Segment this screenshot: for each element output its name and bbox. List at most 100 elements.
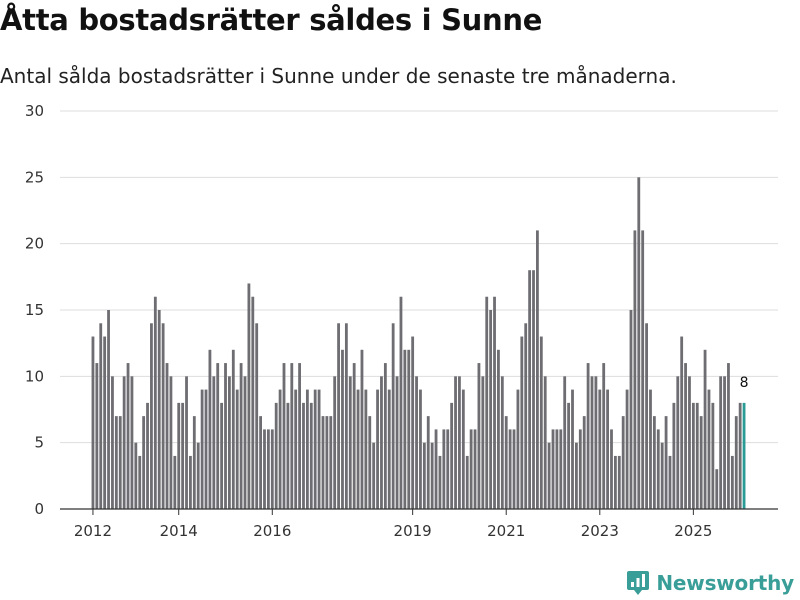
- bar: [395, 376, 399, 509]
- bar: [645, 323, 648, 509]
- x-tick-label: 2023: [581, 522, 619, 540]
- bar: [613, 455, 617, 509]
- bar: [617, 455, 621, 509]
- bar: [341, 349, 344, 509]
- bar: [676, 376, 680, 509]
- bar: [325, 416, 329, 509]
- bar: [403, 349, 407, 509]
- y-tick-label: 20: [25, 235, 44, 253]
- bar: [278, 389, 282, 509]
- bar: [454, 376, 457, 509]
- bar: [621, 416, 625, 509]
- y-tick-label: 30: [25, 102, 44, 120]
- bar: [695, 402, 699, 509]
- bar: [575, 442, 578, 509]
- bar: [707, 389, 711, 509]
- bar: [407, 349, 411, 509]
- bar: [118, 416, 122, 509]
- bar: [196, 442, 200, 509]
- newsworthy-logo-icon: [627, 571, 650, 595]
- bar: [228, 376, 231, 509]
- bar: [286, 402, 290, 509]
- bar: [298, 363, 301, 509]
- bar: [321, 416, 325, 509]
- bar: [177, 402, 181, 509]
- bar: [302, 402, 305, 509]
- bar: [430, 442, 434, 509]
- bar: [637, 177, 641, 509]
- bar: [91, 336, 95, 509]
- bar: [473, 429, 477, 509]
- bar: [255, 323, 259, 509]
- bar: [582, 416, 586, 509]
- bar: [399, 296, 403, 509]
- bar: [699, 416, 703, 509]
- newsworthy-logo[interactable]: Newsworthy: [626, 570, 794, 596]
- bar: [95, 363, 99, 509]
- x-tick-label: 2012: [74, 522, 112, 540]
- bar: [352, 363, 356, 509]
- bar: [734, 416, 738, 509]
- bar: [333, 376, 337, 509]
- bar: [508, 429, 512, 509]
- bar: [434, 429, 438, 509]
- bar: [668, 455, 672, 509]
- bar: [598, 389, 602, 509]
- bar: [442, 429, 446, 509]
- bar: [317, 389, 321, 509]
- bar: [578, 429, 582, 509]
- bar: [559, 429, 563, 509]
- bar: [688, 376, 691, 509]
- bar: [251, 296, 255, 509]
- bar: [461, 389, 465, 509]
- bar: [282, 363, 286, 509]
- bar: [625, 389, 629, 509]
- bar: [493, 296, 496, 509]
- bar: [99, 323, 103, 509]
- bar: [481, 376, 485, 509]
- bar: [422, 442, 426, 509]
- bar: [212, 376, 216, 509]
- bar: [465, 455, 469, 509]
- bar: [419, 389, 422, 509]
- bar: [715, 469, 719, 509]
- bar: [192, 416, 196, 509]
- bar: [738, 402, 742, 509]
- x-axis-ticks: 2012 2014 2016 2019 2021 2023 2025: [74, 509, 712, 540]
- x-tick-label: 2016: [253, 522, 291, 540]
- bar: [450, 402, 454, 509]
- chart-title: Åtta bostadsrätter såldes i Sunne: [0, 3, 543, 37]
- bars: [91, 177, 746, 509]
- bar: [391, 323, 395, 509]
- bar: [547, 442, 551, 509]
- bar: [368, 416, 372, 509]
- bar: [536, 230, 539, 509]
- bar: [411, 336, 415, 509]
- bar: [719, 376, 723, 509]
- bar: [111, 376, 114, 509]
- bar: [157, 310, 161, 509]
- bar: [309, 402, 313, 509]
- bar: [235, 389, 239, 509]
- bar: [114, 416, 118, 509]
- bar: [415, 376, 418, 509]
- bar: [387, 389, 391, 509]
- data-label: 8: [740, 375, 749, 391]
- bar: [532, 270, 535, 509]
- bar: [185, 376, 188, 509]
- bar: [520, 336, 524, 509]
- bar: [134, 442, 138, 509]
- bar: [329, 416, 333, 509]
- y-axis-ticks: 0 5 10 15 20 25 30: [25, 102, 44, 518]
- bar: [438, 455, 442, 509]
- bar: [691, 402, 695, 509]
- bar: [161, 323, 165, 509]
- x-tick-label: 2014: [160, 522, 198, 540]
- bar: [231, 349, 235, 509]
- bar: [130, 376, 134, 509]
- bar: [446, 429, 450, 509]
- bar: [656, 429, 660, 509]
- bar: [649, 389, 652, 509]
- bar: [313, 389, 317, 509]
